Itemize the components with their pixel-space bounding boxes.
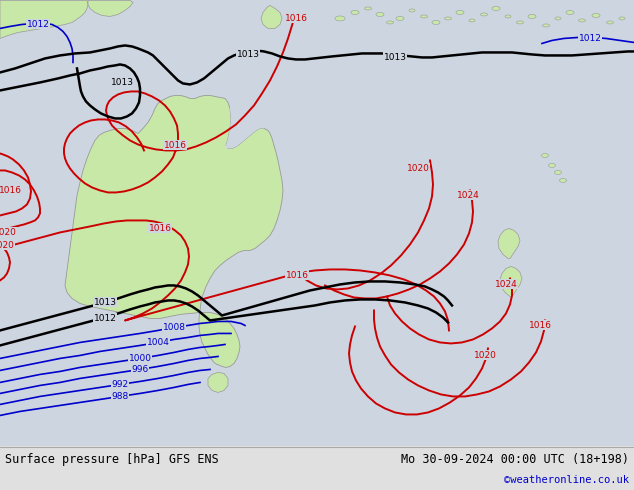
Text: 1012: 1012	[94, 314, 117, 323]
Text: 1020: 1020	[0, 241, 15, 250]
Text: 1012: 1012	[27, 20, 49, 29]
Text: 1013: 1013	[110, 78, 134, 87]
Polygon shape	[88, 0, 133, 17]
Ellipse shape	[492, 6, 500, 10]
Text: 1016: 1016	[164, 141, 186, 150]
Ellipse shape	[528, 14, 536, 19]
Text: 1016: 1016	[529, 321, 552, 330]
Text: 1020: 1020	[406, 164, 429, 173]
Ellipse shape	[396, 17, 404, 21]
Text: 1008: 1008	[162, 323, 186, 332]
Ellipse shape	[444, 17, 451, 20]
Text: 1024: 1024	[456, 191, 479, 200]
Text: 1013: 1013	[384, 53, 406, 62]
Ellipse shape	[420, 15, 427, 18]
Polygon shape	[498, 228, 520, 258]
Ellipse shape	[559, 178, 567, 182]
Text: 992: 992	[112, 380, 129, 389]
Ellipse shape	[351, 10, 359, 14]
Text: Surface pressure [hPa] GFS ENS: Surface pressure [hPa] GFS ENS	[5, 453, 219, 466]
Text: 1020: 1020	[0, 228, 16, 237]
Text: 1012: 1012	[579, 34, 602, 43]
Polygon shape	[226, 98, 265, 148]
Ellipse shape	[481, 13, 488, 16]
Ellipse shape	[517, 21, 524, 24]
Ellipse shape	[607, 21, 614, 24]
Ellipse shape	[409, 9, 415, 12]
Polygon shape	[0, 0, 88, 38]
Ellipse shape	[541, 153, 548, 157]
Text: 1016: 1016	[148, 224, 172, 233]
Ellipse shape	[335, 16, 345, 21]
Text: 996: 996	[131, 365, 148, 374]
Ellipse shape	[619, 17, 625, 20]
Text: 1013: 1013	[236, 50, 259, 59]
Ellipse shape	[543, 24, 550, 27]
Text: 1024: 1024	[495, 280, 517, 289]
Polygon shape	[65, 96, 283, 368]
Polygon shape	[208, 372, 228, 392]
Ellipse shape	[555, 171, 562, 174]
Text: 988: 988	[112, 392, 129, 401]
Ellipse shape	[456, 10, 464, 14]
Ellipse shape	[578, 19, 586, 22]
Text: ©weatheronline.co.uk: ©weatheronline.co.uk	[504, 475, 629, 485]
Ellipse shape	[469, 19, 475, 22]
Ellipse shape	[548, 164, 555, 168]
Polygon shape	[261, 5, 282, 28]
Ellipse shape	[432, 21, 440, 24]
Text: 1000: 1000	[129, 354, 152, 363]
Ellipse shape	[365, 7, 372, 10]
Text: 1004: 1004	[146, 338, 169, 347]
Ellipse shape	[376, 12, 384, 17]
Ellipse shape	[555, 17, 561, 20]
Text: 1016: 1016	[285, 271, 309, 280]
Ellipse shape	[592, 13, 600, 18]
Text: 1016: 1016	[0, 186, 22, 195]
Ellipse shape	[387, 21, 394, 24]
Ellipse shape	[505, 15, 511, 18]
Text: Mo 30-09-2024 00:00 UTC (18+198): Mo 30-09-2024 00:00 UTC (18+198)	[401, 453, 629, 466]
Text: 1020: 1020	[474, 351, 496, 360]
Ellipse shape	[566, 10, 574, 14]
Text: 1016: 1016	[285, 14, 307, 23]
Polygon shape	[500, 267, 522, 296]
Text: 1013: 1013	[93, 298, 117, 307]
